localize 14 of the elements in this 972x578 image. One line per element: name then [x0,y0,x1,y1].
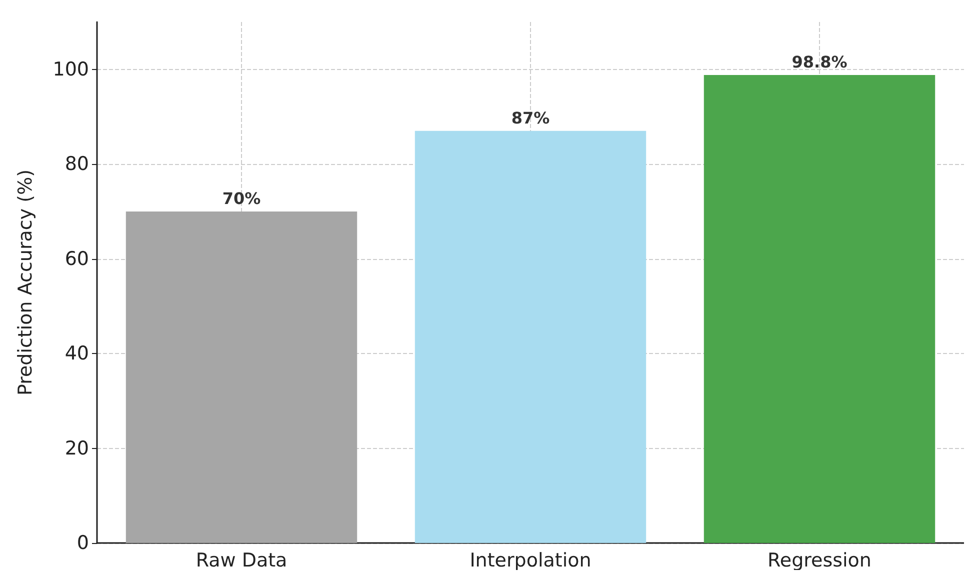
y-tick-label: 20 [64,437,89,460]
y-tick-label: 100 [52,58,89,80]
y-tick-label: 40 [64,342,89,365]
y-tick-label: 80 [64,153,89,176]
data-label: 87% [511,108,550,128]
x-tick-label: Raw Data [196,550,288,572]
bar [704,75,936,543]
bar [126,211,358,543]
y-tick-label: 60 [64,248,89,270]
y-axis-title: Prediction Accuracy (%) [14,169,36,396]
data-label: 98.8% [792,52,848,72]
bar [414,130,646,543]
y-tick-label: 0 [76,532,89,554]
data-label: 70% [222,188,261,208]
